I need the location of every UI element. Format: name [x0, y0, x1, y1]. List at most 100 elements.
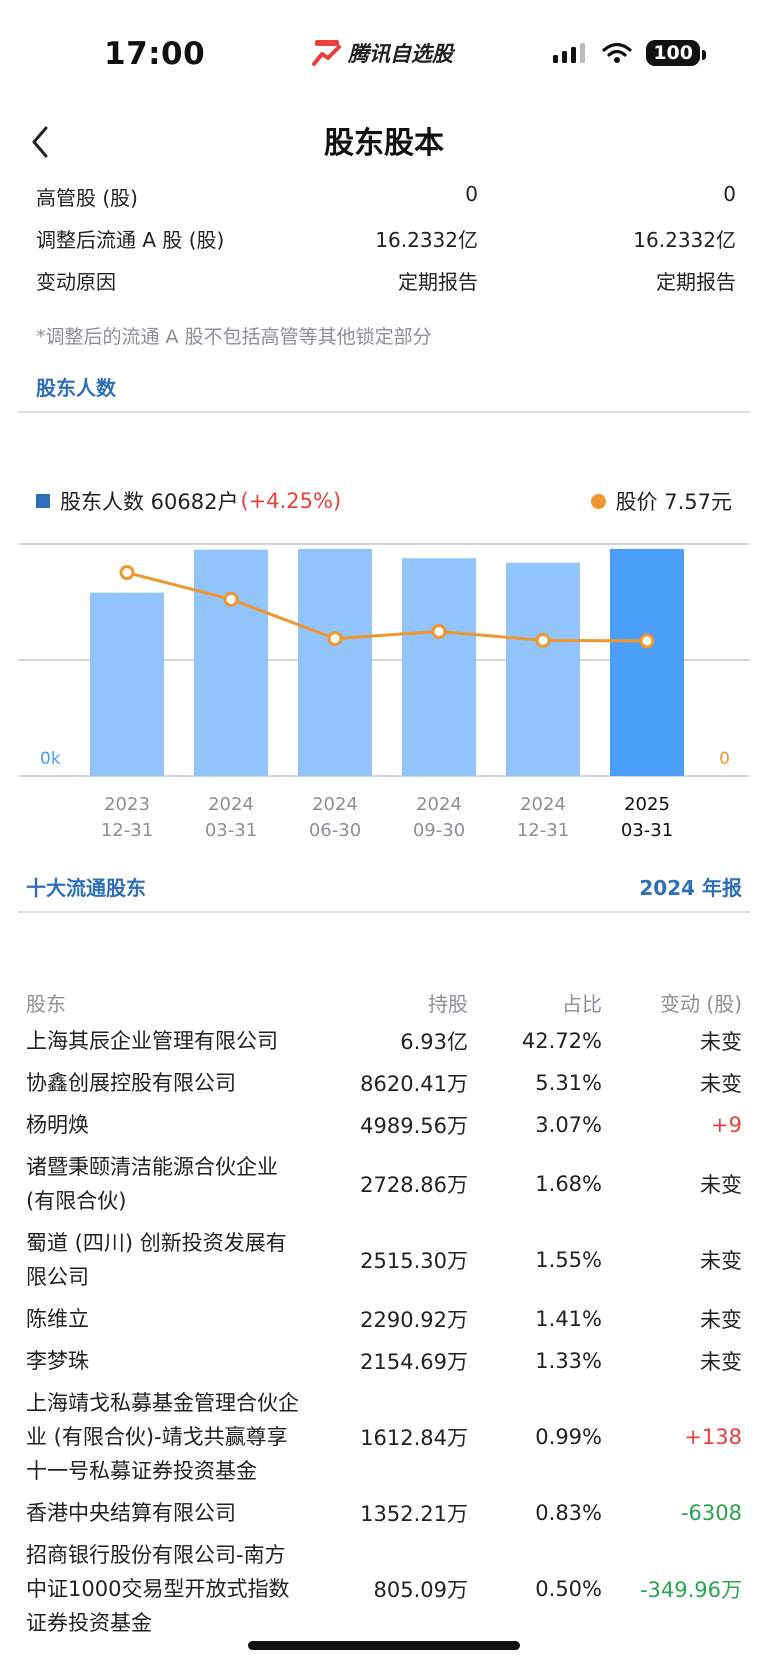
- legend-price: 股价 7.57元: [590, 486, 732, 516]
- holder-shares: 1352.21万: [360, 1502, 468, 1526]
- info-value-2: 16.2332亿: [633, 228, 736, 252]
- holder-ratio: 1.41%: [535, 1307, 602, 1331]
- holder-ratio: 42.72%: [521, 1029, 602, 1053]
- table-row[interactable]: 李梦珠 2154.69万 1.33% 未变: [26, 1340, 742, 1382]
- holder-name: 招商银行股份有限公司-南方中证1000交易型开放式指数证券投资基金: [26, 1543, 290, 1635]
- holder-change: +9: [711, 1113, 742, 1137]
- float-share-note: *调整后的流通 A 股不包括高管等其他锁定部分: [36, 326, 432, 348]
- info-label: 调整后流通 A 股 (股): [36, 228, 225, 252]
- holders-chart[interactable]: 62k 0k 13 0 2023 12-31 2024 03-31 2024 06-30 2024 0…: [0, 540, 768, 850]
- holder-shares: 4989.56万: [360, 1114, 468, 1138]
- table-row[interactable]: 杨明焕 4989.56万 3.07% +9: [26, 1104, 742, 1146]
- price-line: [126, 571, 648, 643]
- holder-name: 李梦珠: [26, 1349, 89, 1373]
- x-tick-date: 12-31: [517, 820, 569, 841]
- holder-count-bar: [90, 592, 164, 776]
- table-row[interactable]: 上海其辰企业管理有限公司 6.93亿 42.72% 未变: [26, 1020, 742, 1062]
- holder-ratio: 5.31%: [535, 1071, 602, 1095]
- price-point: [327, 631, 343, 647]
- holder-shares: 2290.92万: [360, 1308, 468, 1332]
- holder-name: 香港中央结算有限公司: [26, 1501, 236, 1525]
- holder-shares: 2154.69万: [360, 1350, 468, 1374]
- info-row-change-reason: 变动原因 定期报告 定期报告: [36, 260, 736, 302]
- holder-ratio: 0.50%: [535, 1577, 602, 1601]
- holder-change: -349.96万: [639, 1578, 742, 1602]
- info-row-exec-shares: 高管股 (股) 0 0: [36, 176, 736, 218]
- price-point: [431, 623, 447, 639]
- battery-indicator: 100: [646, 40, 706, 66]
- holder-change: 未变: [700, 1173, 742, 1197]
- holder-name: 协鑫创展控股有限公司: [26, 1071, 236, 1095]
- table-header: 股东 持股 占比 变动 (股): [26, 980, 742, 1020]
- holder-count-bar: [298, 548, 372, 776]
- back-arrow-icon[interactable]: [26, 122, 58, 162]
- wifi-icon: [602, 42, 632, 63]
- x-tick-date: 03-31: [205, 820, 257, 841]
- section-divider: [18, 911, 750, 913]
- header-ratio: 占比: [562, 992, 602, 1016]
- legend-holders-change: (+4.25%): [240, 489, 342, 513]
- price-point: [223, 591, 239, 607]
- left-axis-min-label: 0k: [40, 749, 61, 769]
- holder-count-bar: [506, 562, 580, 776]
- table-row[interactable]: 上海靖戈私募基金管理合伙企业 (有限合伙)-靖戈共赢尊享十一号私募证券投资基金 1…: [26, 1382, 742, 1492]
- table-row[interactable]: 香港中央结算有限公司 1352.21万 0.83% -6308: [26, 1492, 742, 1534]
- holder-count-bar: [610, 548, 684, 776]
- holder-ratio: 1.33%: [535, 1349, 602, 1373]
- info-value-1: 定期报告: [398, 270, 478, 294]
- header-holder: 股东: [26, 992, 66, 1016]
- holder-ratio: 0.99%: [535, 1425, 602, 1449]
- info-row-adjusted-float: 调整后流通 A 股 (股) 16.2332亿 16.2332亿: [36, 218, 736, 260]
- header-change: 变动 (股): [660, 992, 742, 1016]
- holder-change: 未变: [700, 1350, 742, 1374]
- table-row[interactable]: 协鑫创展控股有限公司 8620.41万 5.31% 未变: [26, 1062, 742, 1104]
- holder-change: 未变: [700, 1249, 742, 1273]
- x-tick-year: 2024: [312, 794, 358, 815]
- legend-price-label: 股价 7.57元: [615, 490, 732, 514]
- table-row[interactable]: 招商银行股份有限公司-南方中证1000交易型开放式指数证券投资基金 805.09万…: [26, 1534, 742, 1644]
- holder-name: 蜀道 (四川) 创新投资发展有限公司: [26, 1231, 287, 1289]
- section-divider: [18, 411, 750, 413]
- holder-ratio: 0.83%: [535, 1501, 602, 1525]
- table-row[interactable]: 陈维立 2290.92万 1.41% 未变: [26, 1298, 742, 1340]
- table-row[interactable]: 蜀道 (四川) 创新投资发展有限公司 2515.30万 1.55% 未变: [26, 1222, 742, 1298]
- x-tick-year: 2025: [624, 794, 670, 815]
- holder-change: 未变: [700, 1308, 742, 1332]
- holder-ratio: 3.07%: [535, 1113, 602, 1137]
- legend-holders-label: 股东人数 60682户: [60, 490, 239, 514]
- x-tick-date: 03-31: [621, 820, 673, 841]
- x-tick-year: 2023: [104, 794, 150, 815]
- holder-change: +138: [684, 1425, 742, 1449]
- legend-square-icon: [36, 494, 50, 508]
- nav-bar: 股东股本: [0, 110, 768, 170]
- app-logo-icon: [312, 40, 341, 66]
- x-tick-year: 2024: [208, 794, 254, 815]
- x-tick-year: 2024: [416, 794, 462, 815]
- holder-name: 陈维立: [26, 1307, 89, 1331]
- info-value-2: 0: [723, 182, 736, 206]
- holder-name: 诸暨秉颐清洁能源合伙企业(有限合伙): [26, 1155, 278, 1213]
- info-value-1: 16.2332亿: [375, 228, 478, 252]
- price-point: [639, 633, 655, 649]
- info-value-1: 0: [465, 182, 478, 206]
- legend-holders: 股东人数 60682户 (+4.25%): [36, 486, 341, 516]
- holder-name: 杨明焕: [26, 1113, 89, 1137]
- left-axis-max-label: 62k: [36, 540, 68, 541]
- x-tick-date: 12-31: [101, 820, 153, 841]
- app-indicator: 腾讯自选股: [312, 38, 453, 68]
- holder-change: -6308: [680, 1501, 742, 1525]
- header-shares: 持股: [428, 992, 468, 1016]
- signal-icon: [553, 43, 586, 63]
- holder-count-bar: [402, 558, 476, 776]
- holder-shares: 2515.30万: [360, 1249, 468, 1273]
- holder-shares: 805.09万: [373, 1578, 468, 1602]
- holder-change: 未变: [700, 1072, 742, 1096]
- holder-shares: 2728.86万: [360, 1173, 468, 1197]
- info-label: 变动原因: [36, 270, 116, 294]
- right-axis-max-label: 13: [708, 540, 730, 541]
- report-period-selector[interactable]: 2024 年报: [639, 876, 742, 900]
- home-indicator: [248, 1641, 520, 1650]
- x-tick-year: 2024: [520, 794, 566, 815]
- table-row[interactable]: 诸暨秉颐清洁能源合伙企业(有限合伙) 2728.86万 1.68% 未变: [26, 1146, 742, 1222]
- legend-dot-icon: [590, 493, 606, 509]
